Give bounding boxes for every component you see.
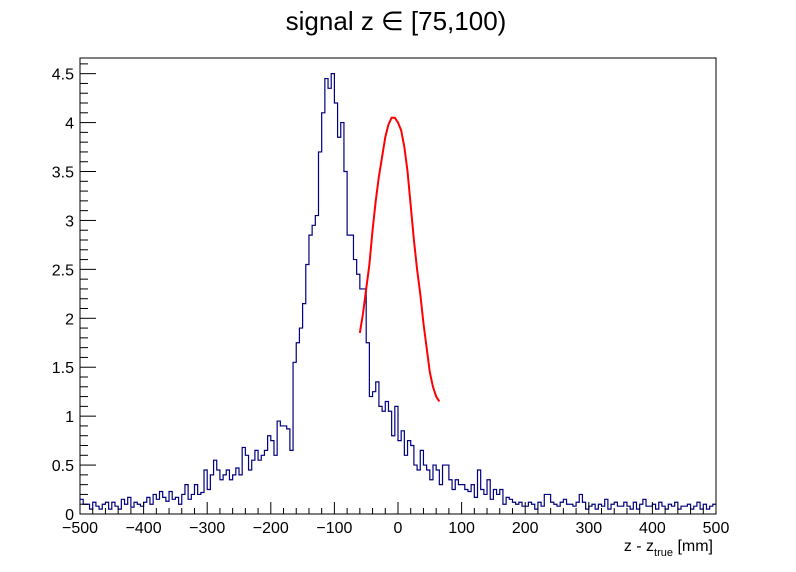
y-axis: 0 0.5 1 1.5 2 2.5 3 3.5 4 4.5 [52,63,96,524]
y-tick-label: 3.5 [52,165,74,182]
x-axis: −500 −400 −300 −200 −100 0 100 200 300 400 500 [62,502,729,537]
histogram-layer [80,73,716,510]
x-axis-label-unit: [mm] [673,538,713,555]
x-tick-label: −100 [316,520,352,537]
x-tick-label: −500 [62,520,98,537]
x-axis-label-main: z - z [624,538,654,555]
y-tick-label: 1 [65,409,74,426]
y-tick-label: 1.5 [52,360,74,377]
plot-frame [79,57,717,515]
x-tick-label: 400 [639,520,666,537]
x-tick-label: −400 [126,520,162,537]
chart-title: signal z ∈ [75,100) [286,6,507,36]
y-tick-label: 2.5 [52,262,74,279]
fit-curve [358,116,441,403]
x-axis-label: z - ztrue [mm] [624,538,713,559]
x-axis-label-subscript: true [654,547,673,559]
y-tick-label: 2 [65,311,74,328]
y-tick-label: 3 [65,213,74,230]
histogram-step-line [80,73,716,510]
y-tick-label: 0.5 [52,458,74,475]
x-tick-label: −300 [189,520,225,537]
y-tick-label: 4 [65,116,74,133]
y-tick-label: 4.5 [52,67,74,84]
x-tick-label: 300 [575,520,602,537]
x-tick-label: 0 [394,520,403,537]
x-tick-label: 200 [512,520,539,537]
y-tick-label: 0 [65,507,74,524]
fit-curve-layer [358,116,441,403]
x-tick-label: 100 [448,520,475,537]
x-tick-label: −200 [253,520,289,537]
x-tick-label: 500 [703,520,730,537]
